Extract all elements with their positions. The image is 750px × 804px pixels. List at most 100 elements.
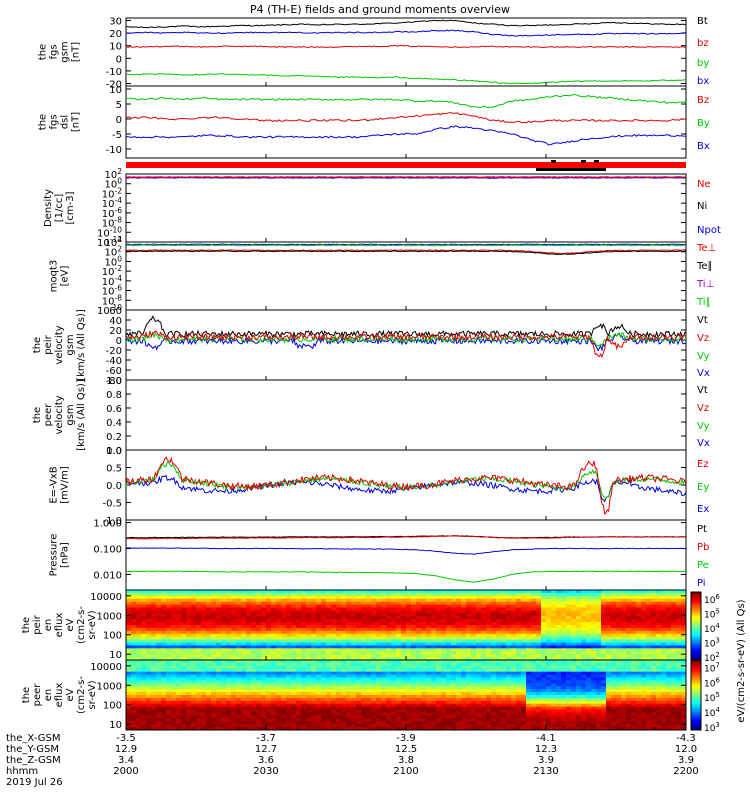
heatmap-cell xyxy=(461,724,466,727)
y-axis-label: eV xyxy=(65,618,76,631)
heatmap-cell xyxy=(156,704,161,707)
heatmap-cell xyxy=(501,707,506,710)
heatmap-cell xyxy=(141,602,146,605)
heatmap-cell xyxy=(426,608,431,611)
heatmap-cell xyxy=(481,721,486,724)
heatmap-cell xyxy=(471,622,476,625)
heatmap-cell xyxy=(361,640,366,643)
heatmap-cell xyxy=(261,675,266,678)
heatmap-cell xyxy=(451,648,456,651)
heatmap-cell xyxy=(211,608,216,611)
plot-title: P4 (TH-E) fields and ground moments over… xyxy=(250,3,510,16)
y-tick-label: 20 xyxy=(109,326,122,337)
heatmap-cell xyxy=(371,651,376,654)
heatmap-cell xyxy=(516,704,521,707)
heatmap-cell xyxy=(296,666,301,669)
heatmap-cell xyxy=(601,622,606,625)
heatmap-cell xyxy=(151,619,156,622)
heatmap-cell xyxy=(481,643,486,646)
heatmap-cell xyxy=(511,628,516,631)
heatmap-cell xyxy=(166,605,171,608)
heatmap-cell xyxy=(181,692,186,695)
heatmap-cell xyxy=(161,678,166,681)
heatmap-cell xyxy=(651,616,656,619)
heatmap-cell xyxy=(476,619,481,622)
heatmap-cell xyxy=(316,651,321,654)
heatmap-cell xyxy=(156,669,161,672)
heatmap-cell xyxy=(486,666,491,669)
heatmap-cell xyxy=(456,718,461,721)
heatmap-cell xyxy=(576,622,581,625)
heatmap-cell xyxy=(316,678,321,681)
heatmap-cell xyxy=(356,698,361,701)
heatmap-cell xyxy=(496,663,501,666)
heatmap-cell xyxy=(136,692,141,695)
heatmap-cell xyxy=(341,596,346,599)
heatmap-cell xyxy=(391,701,396,704)
heatmap-cell xyxy=(146,672,151,675)
heatmap-cell xyxy=(306,599,311,602)
heatmap-cell xyxy=(501,686,506,689)
heatmap-cell xyxy=(226,645,231,648)
heatmap-cell xyxy=(531,666,536,669)
heatmap-cell xyxy=(221,686,226,689)
heatmap-cell xyxy=(146,704,151,707)
heatmap-cell xyxy=(251,628,256,631)
heatmap-cell xyxy=(651,640,656,643)
heatmap-cell xyxy=(406,622,411,625)
heatmap-cell xyxy=(196,707,201,710)
heatmap-cell xyxy=(631,637,636,640)
heatmap-cell xyxy=(161,721,166,724)
heatmap-cell xyxy=(541,602,546,605)
heatmap-cell xyxy=(241,634,246,637)
heatmap-cell xyxy=(296,715,301,718)
heatmap-cell xyxy=(191,608,196,611)
heatmap-cell xyxy=(636,628,641,631)
heatmap-cell xyxy=(306,596,311,599)
heatmap-cell xyxy=(411,713,416,716)
heatmap-cell xyxy=(221,637,226,640)
heatmap-cell xyxy=(431,596,436,599)
heatmap-cell xyxy=(171,713,176,716)
heatmap-cell xyxy=(371,713,376,716)
heatmap-cell xyxy=(256,648,261,651)
heatmap-cell xyxy=(356,651,361,654)
heatmap-cell xyxy=(336,631,341,634)
heatmap-cell xyxy=(526,678,531,681)
heatmap-cell xyxy=(171,645,176,648)
heatmap-cell xyxy=(301,686,306,689)
heatmap-cell xyxy=(261,648,266,651)
heatmap-cell xyxy=(311,654,316,657)
heatmap-cell xyxy=(386,608,391,611)
heatmap-cell xyxy=(261,628,266,631)
heatmap-cell xyxy=(501,698,506,701)
heatmap-cell xyxy=(406,666,411,669)
heatmap-cell xyxy=(336,613,341,616)
heatmap-cell xyxy=(536,689,541,692)
heatmap-cell xyxy=(366,628,371,631)
heatmap-cell xyxy=(551,643,556,646)
heatmap-cell xyxy=(261,634,266,637)
heatmap-cell xyxy=(171,675,176,678)
heatmap-cell xyxy=(176,631,181,634)
heatmap-cell xyxy=(341,724,346,727)
heatmap-cell xyxy=(466,599,471,602)
heatmap-cell xyxy=(141,654,146,657)
heatmap-cell xyxy=(136,669,141,672)
heatmap-cell xyxy=(471,718,476,721)
heatmap-cell xyxy=(266,631,271,634)
heatmap-cell xyxy=(341,643,346,646)
legend-entry: Pb xyxy=(697,542,709,553)
heatmap-cell xyxy=(231,724,236,727)
heatmap-cell xyxy=(331,715,336,718)
heatmap-cell xyxy=(496,602,501,605)
heatmap-cell xyxy=(411,698,416,701)
heatmap-cell xyxy=(151,704,156,707)
heatmap-cell xyxy=(526,686,531,689)
heatmap-cell xyxy=(236,605,241,608)
heatmap-cell xyxy=(461,610,466,613)
heatmap-cell xyxy=(396,721,401,724)
heatmap-cell xyxy=(546,608,551,611)
y-axis-label: peir xyxy=(32,614,43,634)
